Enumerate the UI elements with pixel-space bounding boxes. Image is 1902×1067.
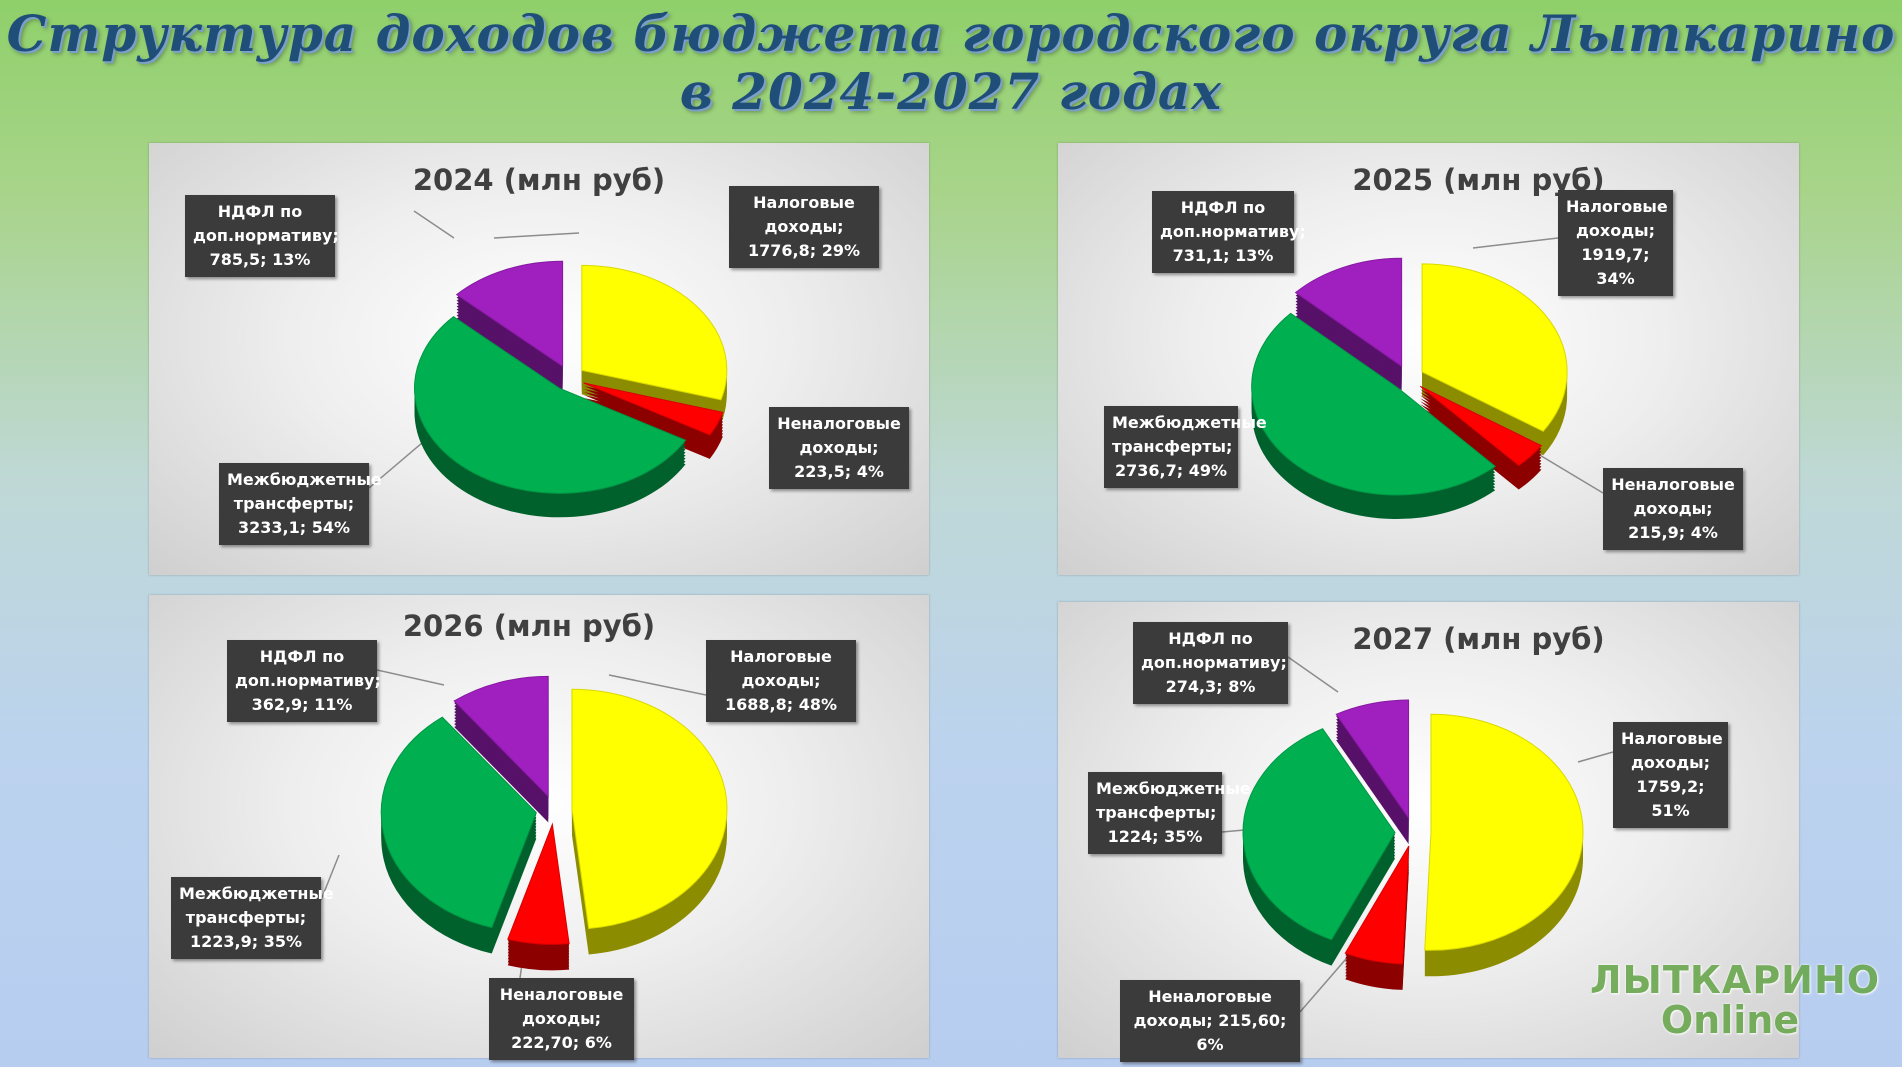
label-nontax-2025: Межбюджетные трансферты; 2736,7; 49%	[1104, 406, 1267, 488]
leader-line-0	[1287, 656, 1339, 693]
leader-line-1	[493, 232, 580, 239]
label-tax-2027: Налоговые доходы; 1759,2; 51%	[1613, 722, 1728, 828]
pie-chart-2027	[1221, 656, 1614, 1013]
chart-title-2026: 2026 (млн руб)	[402, 609, 656, 643]
pie-slice-ndfl	[453, 675, 549, 798]
leader-line-0	[376, 669, 445, 686]
label-tax-2026: Налоговые доходы; 1688,8; 48%	[706, 640, 856, 722]
leader-line-1	[1577, 751, 1614, 763]
leader-line-1	[608, 674, 707, 696]
chart-title-2024: 2024 (млн руб)	[412, 163, 666, 197]
label-nontax-right-2025: Неналоговые доходы; 215,9; 4%	[1603, 468, 1743, 550]
pie-chart-2024	[368, 210, 728, 518]
label-transfers-2027: Межбюджетные трансферты; 1224; 35%	[1088, 772, 1251, 854]
label-ndfl-2025: НДФЛ по доп.нормативу; 731,1; 13%	[1152, 191, 1306, 273]
pie-slice-nontax	[507, 822, 570, 945]
pie-slice-transfers	[1242, 728, 1396, 941]
pie-slice-ndfl	[455, 260, 564, 368]
pie-slice-ndfl	[1335, 699, 1410, 820]
label-transfers-2024: Межбюджетные трансферты; 3233,1; 54%	[219, 463, 382, 545]
label-nontax-2026: Неналоговые доходы; 222,70; 6%	[489, 978, 634, 1060]
pie-slice-ndfl	[1294, 257, 1403, 368]
label-tax-2025: Налоговые доходы; 1919,7; 34%	[1558, 190, 1673, 296]
label-nontax-2024: Неналоговые доходы; 223,5; 4%	[769, 407, 909, 489]
pie-slice-transfers	[1251, 312, 1497, 496]
label-transfers-2026: Межбюджетные трансферты; 1223,9; 35%	[171, 877, 334, 959]
leader-line-2	[320, 854, 340, 901]
leader-line-0	[413, 210, 455, 239]
leader-line-1	[1472, 237, 1559, 249]
page-title: Структура доходов бюджета городского окр…	[6, 4, 1896, 63]
pie-slice-nontax	[1419, 385, 1543, 467]
pie-slice-transfers	[380, 716, 537, 929]
logo-subtext: Online	[1660, 998, 1800, 1042]
pie-slice-tax	[1421, 263, 1568, 432]
pie-slice-nontax	[1344, 845, 1410, 965]
label-ndfl-2027: НДФЛ по доп.нормативу; 274,3; 8%	[1133, 622, 1288, 704]
chart-panel-2025: 2025 (млн руб) НДФЛ по доп.нормативу; 73…	[1058, 143, 1799, 575]
logo-text: ЛЫТКАРИНО	[1590, 958, 1881, 1002]
pie-chart-2025	[1227, 232, 1604, 520]
site-logo: ЛЫТКАРИНО Online	[1590, 958, 1881, 1042]
chart-panel-2026: 2026 (млн руб) НДФЛ по доп.нормативу; 36…	[149, 595, 929, 1060]
page-subtitle: в 2024-2027 годах	[679, 62, 1223, 121]
pie-slice-tax	[571, 688, 728, 930]
label-tax-2024: Налоговые доходы; 1776,8; 29%	[729, 186, 879, 268]
pie-slice-nontax	[583, 382, 724, 436]
chart-panel-2027: 2027 (млн руб) НДФЛ по доп.нормативу; 27…	[1058, 602, 1799, 1062]
pie-slice-transfers	[414, 316, 687, 494]
pie-chart-2026	[320, 669, 728, 986]
label-nontax-2027: Неналоговые доходы; 215,60; 6%	[1120, 980, 1300, 1062]
label-ndfl-2024: НДФЛ по доп.нормативу; 785,5; 13%	[185, 195, 339, 277]
pie-slice-tax	[581, 264, 728, 401]
label-ndfl-2026: НДФЛ по доп.нормативу; 362,9; 11%	[227, 640, 381, 722]
pie-slice-tax	[1424, 713, 1584, 951]
chart-panel-2024: 2024 (млн руб) НДФЛ по доп.нормативу; 78…	[149, 143, 929, 575]
chart-title-2027: 2027 (млн руб)	[1352, 622, 1605, 656]
